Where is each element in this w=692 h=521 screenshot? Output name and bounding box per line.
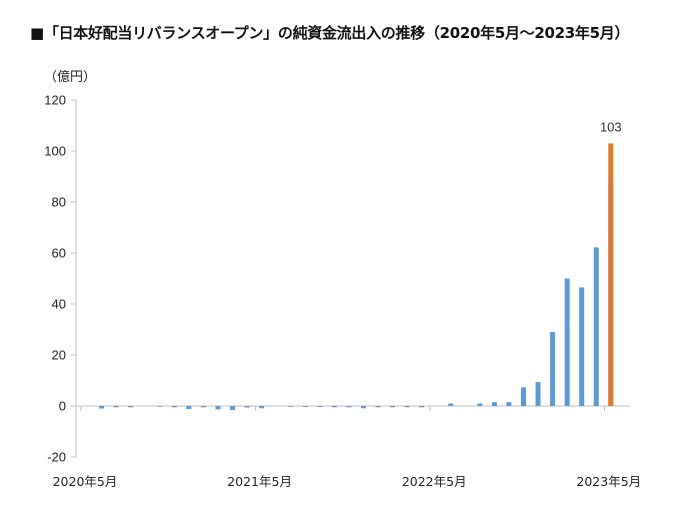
- bar: [259, 406, 265, 409]
- bar: [491, 402, 497, 406]
- bar: [579, 287, 585, 406]
- bar: [550, 332, 556, 406]
- y-tick-label: 120: [44, 93, 66, 108]
- bar: [390, 406, 396, 408]
- bar: [200, 406, 206, 408]
- bar: [186, 406, 192, 410]
- bar: [317, 406, 323, 408]
- bar: [215, 406, 221, 410]
- x-tick-label: 2020年5月: [53, 474, 118, 489]
- bar: [506, 402, 512, 406]
- x-tick-label: 2022年5月: [402, 474, 467, 489]
- chart-title: ■「日本好配当リバランスオープン」の純資金流出入の推移（2020年5月～2023…: [30, 24, 630, 42]
- bar: [171, 406, 177, 408]
- bar: [521, 387, 526, 406]
- bar: [230, 406, 235, 411]
- bar: [375, 406, 381, 408]
- y-tick-label: 40: [52, 297, 66, 312]
- y-tick-label: 60: [52, 246, 66, 261]
- bar: [346, 406, 352, 408]
- bar: [593, 247, 599, 406]
- bars: [99, 143, 614, 411]
- bar: [244, 406, 250, 408]
- y-axis-unit-label: （億円）: [44, 70, 97, 85]
- bar: [99, 406, 105, 409]
- data-label: 103: [600, 119, 622, 134]
- y-tick-label: 20: [52, 348, 66, 363]
- y-tick-label: 100: [44, 144, 66, 159]
- y-tick-label: -20: [47, 450, 66, 465]
- axis-labels: -20 0 20 40 60 80 100 120 103 2020年5月 2021年5月 2022年…: [44, 93, 641, 490]
- bar: [331, 406, 337, 408]
- bar: [157, 406, 163, 407]
- y-tick-label: 0: [59, 399, 66, 414]
- y-tick-label: 80: [52, 195, 66, 210]
- bar: [128, 406, 134, 408]
- bar: [564, 278, 570, 406]
- bar: [419, 406, 425, 408]
- bar: [404, 406, 410, 408]
- bar: [360, 406, 366, 409]
- bar: [288, 406, 294, 407]
- bar: [535, 382, 541, 406]
- bar-highlight: [608, 143, 614, 406]
- bar: [113, 406, 119, 408]
- bar: [477, 403, 483, 406]
- bar: [448, 403, 454, 406]
- x-tick-label: 2021年5月: [227, 474, 292, 489]
- x-tick-label: 2023年5月: [576, 474, 641, 489]
- bar: [302, 406, 308, 408]
- axes: [71, 99, 630, 458]
